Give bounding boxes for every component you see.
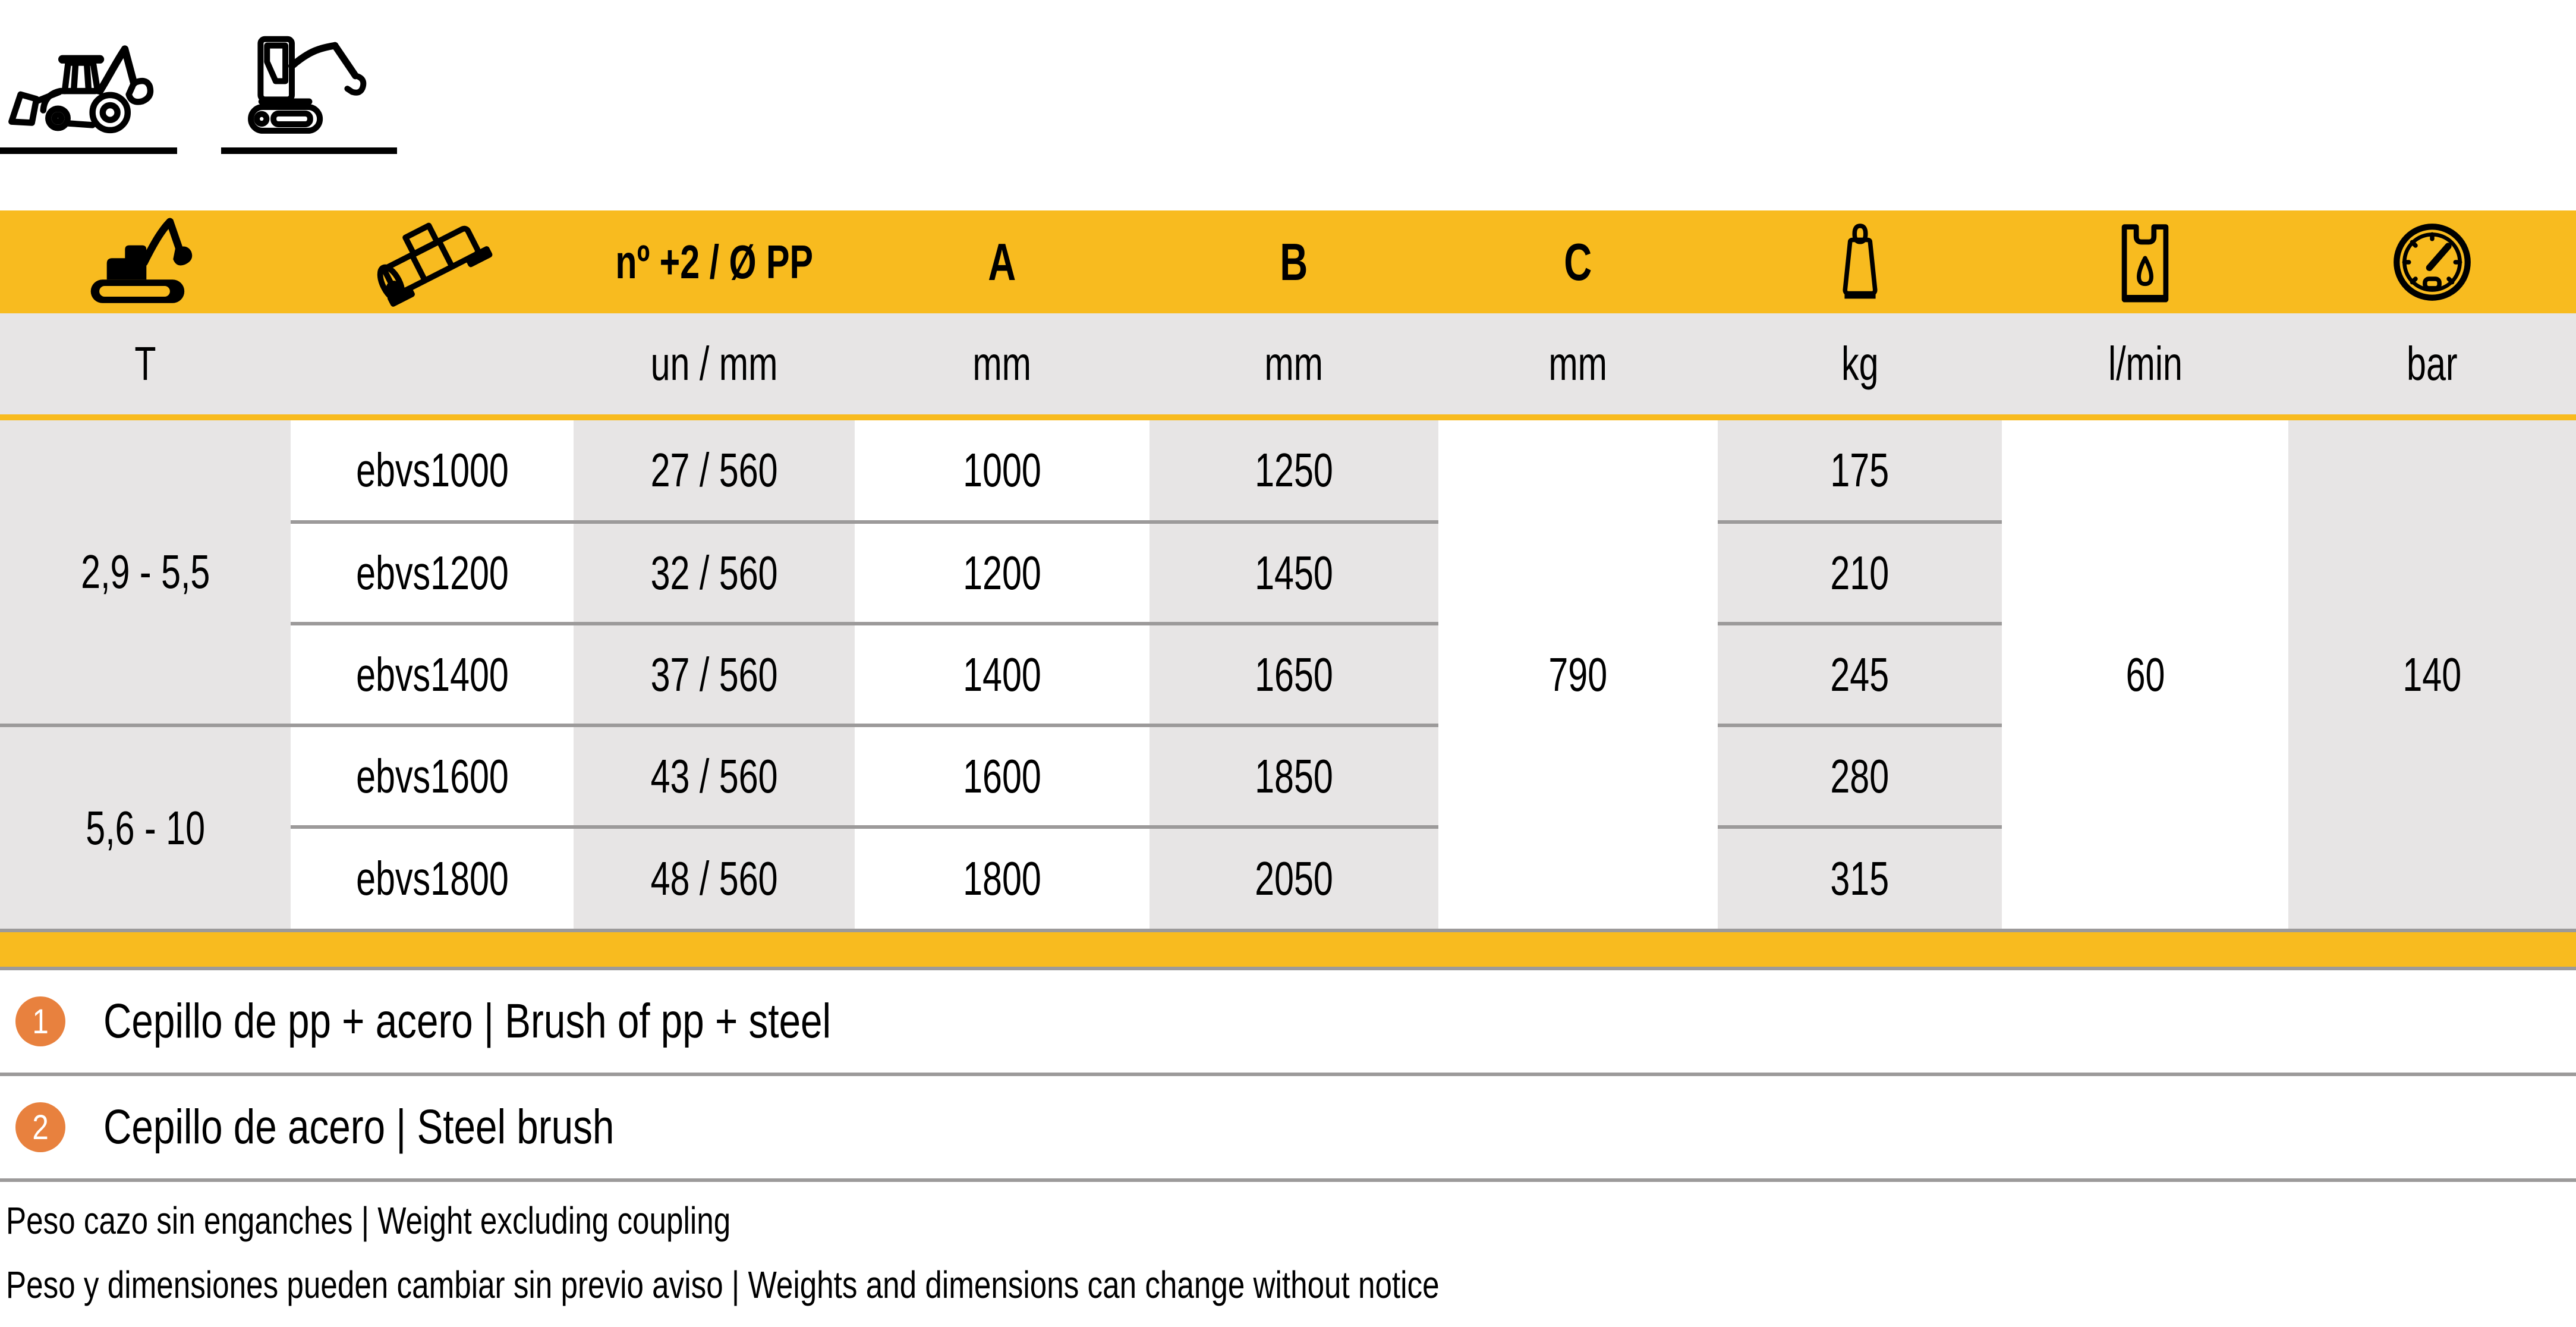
a-cell: 1400 [855, 622, 1150, 725]
tonnage-group-2: 5,6 - 10 [0, 724, 291, 929]
note-1-badge: 1 [15, 996, 65, 1046]
footnote-disclaimer: Peso y dimensiones pueden cambiar sin pr… [6, 1263, 1440, 1306]
a-cell: 1000 [855, 420, 1150, 522]
model-cell: ebvs1600 [291, 724, 574, 827]
weight-icon [1842, 224, 1878, 299]
pressure-merged-cell: 140 [2288, 420, 2576, 929]
bristles-cell: 27 / 560 [574, 420, 855, 522]
table-row: ebvs1200 32 / 560 1200 1450 210 [0, 520, 2576, 624]
header-a-cell: A [855, 210, 1150, 313]
divider-line [0, 929, 2576, 932]
unit-model [291, 313, 574, 414]
weight-cell: 210 [1718, 520, 2002, 624]
header-oil-flow-cell [2002, 210, 2288, 313]
bristles-cell: 32 / 560 [574, 520, 855, 624]
units-row: T un / mm mm mm mm kg l/min bar [0, 313, 2576, 414]
b-cell: 1650 [1150, 622, 1438, 725]
yellow-bar [0, 932, 2576, 967]
flow-merged-cell: 60 [2002, 420, 2288, 929]
b-cell: 1250 [1150, 420, 1438, 522]
dimension-b-label: B [1280, 232, 1308, 291]
table-row: 2,9 - 5,5 ebvs1000 27 / 560 1000 1250 79… [0, 420, 2576, 929]
header-b-cell: B [1150, 210, 1438, 313]
note-2-text: Cepillo de acero | Steel brush [103, 1100, 615, 1154]
bristles-cell: 43 / 560 [574, 724, 855, 827]
note-row-2: 2 Cepillo de acero | Steel brush [0, 1076, 2576, 1178]
unit-pressure: bar [2288, 313, 2576, 414]
header-bristles-cell: nº +2 / Ø PP [574, 210, 855, 313]
table-row: ebvs1800 48 / 560 1800 2050 315 [0, 825, 2576, 929]
a-cell: 1600 [855, 724, 1150, 827]
excavator-icon [90, 218, 193, 303]
divider-line [0, 967, 2576, 970]
dimension-a-label: A [988, 232, 1016, 291]
unit-b: mm [1150, 313, 1438, 414]
header-row: nº +2 / Ø PP A B C [0, 210, 2576, 313]
note-2-badge: 2 [15, 1102, 65, 1152]
weight-cell: 245 [1718, 622, 2002, 725]
tonnage-group-1: 2,9 - 5,5 [0, 420, 291, 725]
note-row-1: 1 Cepillo de pp + acero | Brush of pp + … [0, 970, 2576, 1073]
machine-type-tabs [0, 26, 397, 154]
brush-icon [377, 222, 493, 307]
footnote-weight: Peso cazo sin enganches | Weight excludi… [6, 1199, 731, 1242]
backhoe-loader-icon [8, 45, 154, 134]
header-weight-cell [1718, 210, 2002, 313]
model-cell: ebvs1800 [291, 825, 574, 929]
b-cell: 1450 [1150, 520, 1438, 624]
divider-line [0, 1178, 2576, 1182]
model-cell: ebvs1200 [291, 520, 574, 624]
machine-tab-mini-excavator[interactable] [221, 26, 397, 154]
b-cell: 2050 [1150, 825, 1438, 929]
bristles-cell: 37 / 560 [574, 622, 855, 725]
divider-line [0, 1073, 2576, 1076]
unit-flow: l/min [2002, 313, 2288, 414]
weight-cell: 280 [1718, 724, 2002, 827]
unit-tonnage: T [0, 313, 291, 414]
note-2-number: 2 [32, 1108, 49, 1147]
table-row: ebvs1400 37 / 560 1400 1650 245 [0, 622, 2576, 725]
header-attachment-cell [291, 210, 574, 313]
model-cell: ebvs1400 [291, 622, 574, 725]
dimension-c-label: C [1564, 232, 1592, 291]
header-c-cell: C [1438, 210, 1718, 313]
table-row: 5,6 - 10 ebvs1600 43 / 560 1600 1850 280 [0, 724, 2576, 929]
oil-flow-icon [2121, 224, 2169, 302]
c-merged-cell: 790 [1438, 420, 1718, 929]
unit-c: mm [1438, 313, 1718, 414]
unit-a: mm [855, 313, 1150, 414]
header-pressure-cell [2288, 210, 2576, 313]
a-cell: 1200 [855, 520, 1150, 624]
model-cell: ebvs1000 [291, 420, 574, 522]
note-1-number: 1 [32, 1002, 49, 1041]
note-1-text: Cepillo de pp + acero | Brush of pp + st… [103, 994, 832, 1048]
yellow-divider-row [0, 414, 2576, 420]
weight-cell: 175 [1718, 420, 2002, 522]
weight-cell: 315 [1718, 825, 2002, 929]
unit-bristles: un / mm [574, 313, 855, 414]
bristles-cell: 48 / 560 [574, 825, 855, 929]
pressure-gauge-icon [2394, 223, 2471, 301]
spec-table: nº +2 / Ø PP A B C [0, 210, 2576, 929]
a-cell: 1800 [855, 825, 1150, 929]
unit-weight: kg [1718, 313, 2002, 414]
footnotes: Peso cazo sin enganches | Weight excludi… [6, 1199, 1798, 1327]
header-carrier-cell [0, 210, 291, 313]
yellow-divider [0, 414, 2576, 420]
mini-excavator-icon [248, 36, 367, 134]
b-cell: 1850 [1150, 724, 1438, 827]
bristles-column-label: nº +2 / Ø PP [615, 235, 813, 288]
machine-tab-backhoe-loader[interactable] [0, 26, 177, 154]
